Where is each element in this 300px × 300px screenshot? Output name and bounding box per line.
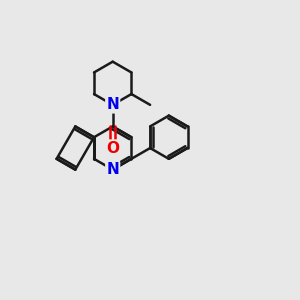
Text: O: O — [106, 140, 119, 155]
Text: N: N — [106, 98, 119, 112]
Text: N: N — [106, 162, 119, 177]
